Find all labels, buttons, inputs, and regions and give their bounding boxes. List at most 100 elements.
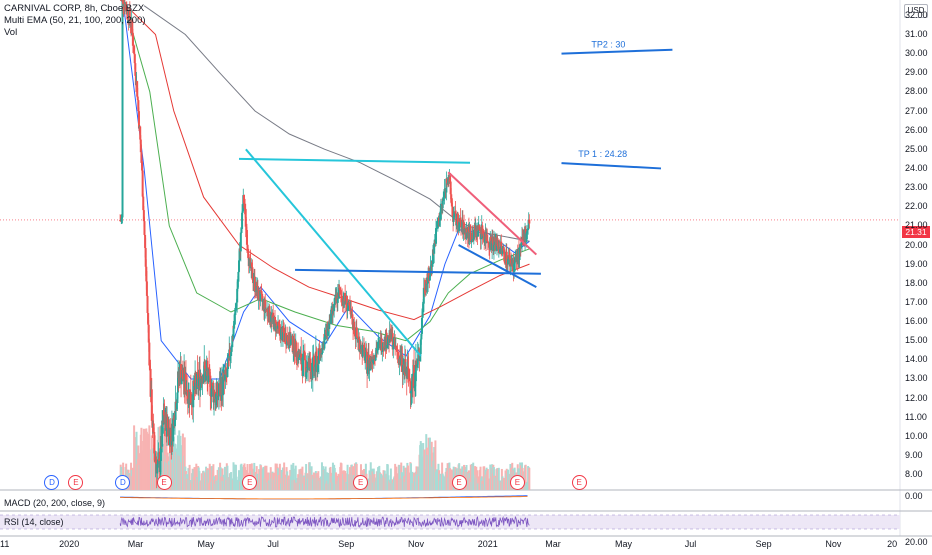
volume-bar <box>235 476 238 490</box>
earnings-marker[interactable]: E <box>509 475 525 490</box>
candle-body <box>404 359 407 375</box>
volume-bar <box>193 467 196 490</box>
volume-bar <box>438 470 441 490</box>
candle-body <box>514 259 517 263</box>
candle-body <box>233 315 236 324</box>
candle-body <box>401 355 404 372</box>
candle-body <box>463 222 466 229</box>
candle-body <box>357 338 360 343</box>
volume-bar <box>334 472 337 490</box>
rsi-label[interactable]: RSI (14, close) <box>4 517 64 527</box>
candle-body <box>246 244 249 249</box>
ema-legend[interactable]: Multi EMA (50, 21, 100, 200, 200) <box>4 15 146 26</box>
candle-body <box>455 213 458 226</box>
dividend-marker[interactable]: D <box>115 475 131 490</box>
candle-body <box>175 403 178 410</box>
candle-body <box>455 223 458 226</box>
earnings-marker[interactable]: E <box>68 475 84 490</box>
volume-bar <box>528 467 531 490</box>
candle-body <box>478 229 481 231</box>
candle-body <box>442 197 445 201</box>
volume-bar <box>429 453 432 490</box>
candle-body <box>200 377 203 379</box>
candle-body <box>395 345 398 350</box>
candle-body <box>486 241 489 244</box>
candle-body <box>449 176 452 182</box>
candle-body <box>290 338 293 340</box>
candle-body <box>304 360 307 377</box>
currency-badge[interactable]: USD <box>904 4 928 18</box>
candle-body <box>215 393 218 405</box>
volume-bar <box>198 470 201 490</box>
candle-body <box>422 287 425 304</box>
candle-body <box>415 360 418 366</box>
candles <box>119 0 531 489</box>
candle-body <box>409 381 412 394</box>
earnings-marker[interactable]: E <box>242 475 258 490</box>
price-pane <box>0 0 900 490</box>
candle-body <box>338 288 341 299</box>
candle-body <box>127 10 130 21</box>
earnings-marker[interactable]: E <box>156 475 172 490</box>
candle-body <box>320 349 323 355</box>
candle-body <box>243 203 246 209</box>
candle-body <box>355 327 358 337</box>
candle-body <box>333 304 336 312</box>
candle-body <box>496 243 499 246</box>
earnings-marker[interactable]: E <box>353 475 369 490</box>
candle-body <box>234 306 237 311</box>
candle-body <box>207 367 210 383</box>
candle-body <box>366 351 369 374</box>
candle-body <box>293 338 296 357</box>
candle-body <box>252 279 255 284</box>
candle-body <box>187 398 190 404</box>
candle-body <box>503 255 506 264</box>
candle-body <box>451 206 454 214</box>
candle-body <box>180 363 183 385</box>
volume-bar <box>427 437 430 490</box>
candle-body <box>420 317 423 334</box>
volume-legend[interactable]: Vol <box>4 27 18 38</box>
candle-body <box>333 299 336 305</box>
dividend-marker[interactable]: D <box>44 475 60 490</box>
candle-body <box>176 392 179 404</box>
volume-bar <box>301 466 304 490</box>
candle-body <box>303 350 306 353</box>
candle-body <box>238 248 241 261</box>
price-axis-tick: 19.00 <box>905 258 928 269</box>
candle-body <box>232 328 235 337</box>
candle-body <box>194 375 197 390</box>
candle-body <box>364 356 367 361</box>
candle-body <box>143 221 146 235</box>
candle-body <box>521 236 524 241</box>
candle-body <box>241 210 244 213</box>
candle-body <box>284 333 287 345</box>
candle-body <box>169 429 172 446</box>
volume-bar <box>195 463 198 490</box>
candle-body <box>300 353 303 365</box>
candle-body <box>406 366 409 369</box>
candle-body <box>445 178 448 193</box>
candle-body <box>197 378 200 387</box>
candle-body <box>144 248 147 267</box>
earnings-marker[interactable]: E <box>571 475 587 490</box>
target-annotation: TP2 : 30 <box>591 40 625 50</box>
candle-body <box>240 228 243 233</box>
volume-bar <box>287 475 290 490</box>
time-axis-tick: Sep <box>338 539 355 549</box>
candle-body <box>275 323 278 327</box>
candle-body <box>419 339 422 355</box>
candle-body <box>277 321 280 326</box>
trend-line <box>245 148 422 357</box>
candle-body <box>502 247 505 252</box>
candle-body <box>413 386 416 388</box>
volume-bar <box>327 472 330 490</box>
candle-body <box>286 336 289 342</box>
candle-body <box>131 32 134 46</box>
macd-label[interactable]: MACD (20, 200, close, 9) <box>4 498 106 508</box>
volume-bar <box>208 463 211 490</box>
earnings-marker[interactable]: E <box>451 475 467 490</box>
candle-body <box>414 381 417 387</box>
